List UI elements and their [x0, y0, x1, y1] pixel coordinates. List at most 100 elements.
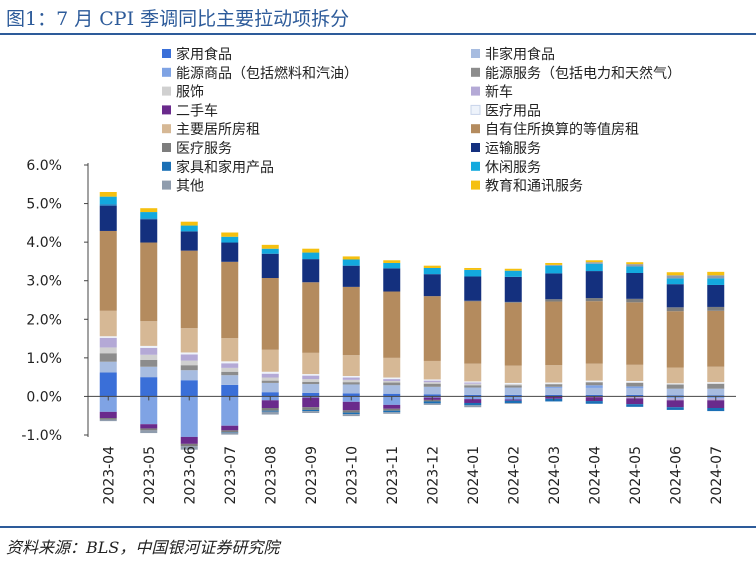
bar-segment-14 [221, 236, 239, 243]
x-tick-label: 2024-06 [668, 446, 684, 505]
bar-segment-13 [140, 218, 158, 220]
bar-segment-15 [666, 275, 684, 279]
legend-label: 家用食品 [176, 46, 232, 63]
bar-segment-4 [464, 385, 482, 388]
bar-segment-9 [180, 328, 198, 353]
bar-segment-5 [261, 377, 279, 381]
bar-segment-5 [383, 381, 401, 383]
legend-label: 能源服务（包括电力和天然气） [485, 65, 681, 82]
bar-segment-7 [221, 425, 239, 431]
bar-segment-12 [99, 205, 117, 231]
bar-segment-10 [626, 302, 644, 365]
bar-segment-5 [464, 383, 482, 386]
bar-segment-10 [261, 278, 279, 350]
bar-segment-4 [585, 382, 603, 386]
legend-swatch [470, 104, 481, 115]
bar-segment-13 [585, 401, 603, 404]
bar-segment-10 [423, 296, 441, 361]
bar-segment-12 [464, 276, 482, 301]
bar-segment-15 [99, 419, 117, 422]
bar-segment-4 [626, 382, 644, 387]
legend-swatch [162, 86, 171, 96]
legend-item: 能源服务（包括电力和天然气） [471, 65, 681, 82]
bar-segment-16 [99, 192, 117, 197]
bar-segment-4 [666, 384, 684, 389]
bar-stack-2024-07 [707, 271, 725, 412]
bar-segment-16 [626, 262, 644, 265]
bar-segment-5 [99, 347, 117, 354]
bar-segment-10 [545, 301, 563, 366]
bar-segment-15 [707, 275, 725, 279]
bar-segment-12 [423, 274, 441, 297]
bar-segment-16 [545, 262, 563, 265]
legend-item: 非家用食品 [471, 46, 555, 63]
bar-segment-11 [545, 299, 563, 302]
bar-segment-16 [180, 221, 198, 226]
bar-segment-14 [666, 278, 684, 285]
bar-segment-2 [302, 384, 320, 393]
bar-segment-4 [342, 382, 360, 385]
bar-stack-2024-02 [504, 268, 522, 404]
legend-item: 运输服务 [471, 141, 541, 157]
bar-segment-12 [585, 271, 603, 299]
bar-segment-2 [99, 361, 117, 373]
bar-segment-13 [302, 409, 320, 412]
bar-segment-10 [342, 286, 360, 356]
bar-segment-9 [423, 360, 441, 380]
x-tick-label: 2023-05 [142, 446, 158, 505]
bar-segment-11 [261, 408, 279, 411]
y-tick-label: 4.0% [26, 235, 62, 251]
source-rule [0, 526, 756, 528]
bar-segment-9 [545, 365, 563, 383]
bar-segment-7 [666, 400, 684, 408]
bar-segment-10 [221, 261, 239, 339]
bar-segment-3 [180, 396, 198, 437]
bar-segment-2 [261, 382, 279, 393]
x-tick-label: 2024-02 [506, 446, 522, 505]
bar-segment-1 [626, 394, 644, 397]
bar-segment-15 [464, 405, 482, 408]
bar-segment-15 [140, 430, 158, 434]
bar-segment-13 [626, 404, 644, 407]
bar-segment-11 [666, 307, 684, 312]
legend-item: 教育和通讯服务 [471, 179, 583, 195]
bar-segment-14 [545, 265, 563, 274]
legend-label: 运输服务 [485, 141, 541, 157]
bar-segment-5 [707, 383, 725, 384]
x-axis: 2023-04 2023-05 2023-06 2023-07 2023-08 2023-… [88, 395, 736, 505]
bar-segment-13 [423, 401, 441, 404]
bar-segment-2 [180, 370, 198, 381]
legend-item: 家具和家用产品 [162, 159, 274, 176]
y-tick-label: 6.0% [26, 158, 62, 174]
x-tick-label: 2024-05 [628, 446, 644, 505]
bar-segment-1 [585, 394, 603, 397]
bar-segment-14 [99, 196, 117, 205]
bar-segment-10 [383, 291, 401, 358]
bar-segment-4 [140, 359, 158, 367]
legend-swatch [162, 143, 171, 152]
bar-segment-2 [342, 384, 360, 394]
bar-segment-11 [585, 298, 603, 302]
bar-segment-4 [383, 382, 401, 386]
bar-segment-7 [342, 401, 360, 411]
legend-swatch [471, 161, 480, 171]
bar-segment-2 [221, 375, 239, 385]
bar-segment-14 [261, 248, 279, 254]
bar-segment-14 [707, 278, 725, 285]
legend-item: 医疗用品 [470, 103, 541, 119]
y-tick-label: 0.0% [26, 389, 62, 405]
bar-segment-16 [140, 208, 158, 213]
bar-segment-8 [302, 374, 320, 376]
x-tick-label: 2023-07 [223, 446, 239, 505]
bar-segment-7 [140, 424, 158, 429]
y-tick-label: 1.0% [26, 351, 62, 367]
bar-segment-5 [545, 383, 563, 385]
bar-segment-8 [342, 375, 360, 378]
bar-segment-9 [383, 357, 401, 378]
bar-stack-2023-04 [99, 192, 117, 422]
bar-segment-3 [221, 396, 239, 426]
bar-segment-4 [545, 384, 563, 387]
bar-segment-13 [383, 410, 401, 413]
bar-segment-11 [221, 430, 239, 433]
bar-segment-14 [585, 263, 603, 272]
